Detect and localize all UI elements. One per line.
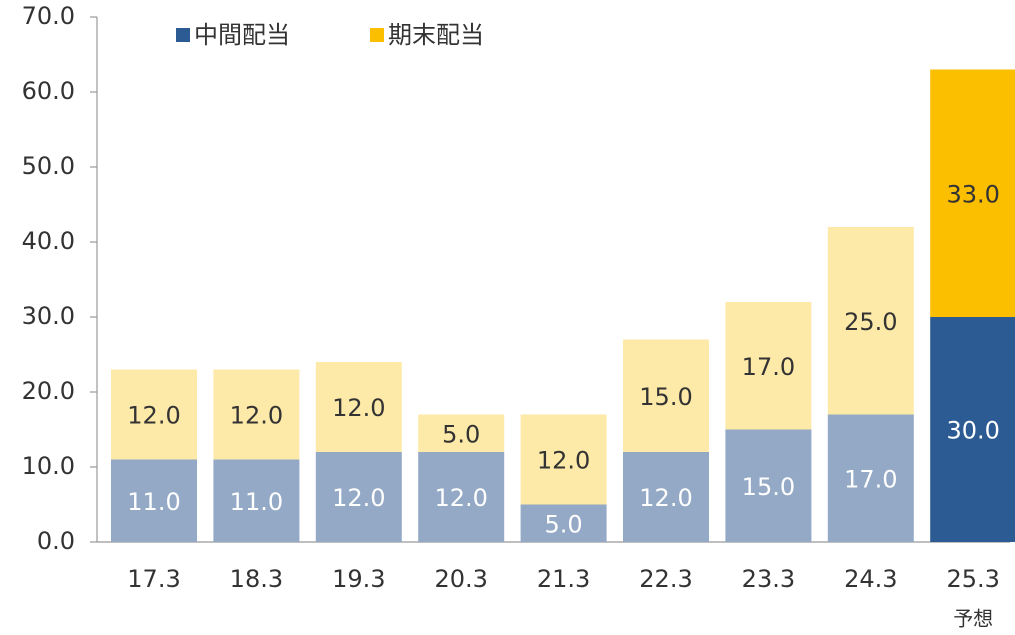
bar-segment xyxy=(930,69,1015,317)
value-label: 17.0 xyxy=(742,353,795,381)
value-label: 17.0 xyxy=(844,465,897,493)
bar-segment xyxy=(930,317,1015,542)
y-tick-label: 20.0 xyxy=(22,377,75,405)
value-label: 11.0 xyxy=(127,488,180,516)
y-tick-label: 60.0 xyxy=(22,77,75,105)
x-tick-label: 18.3 xyxy=(230,565,283,593)
bar-segment xyxy=(827,227,914,415)
value-label: 12.0 xyxy=(127,402,180,430)
value-label: 25.0 xyxy=(844,308,897,336)
legend-label: 中間配当 xyxy=(194,21,290,49)
y-tick-label: 30.0 xyxy=(22,302,75,330)
value-label: 5.0 xyxy=(545,510,583,538)
x-tick-label: 24.3 xyxy=(844,565,897,593)
bar-segment xyxy=(111,369,197,460)
x-tick-label: 19.3 xyxy=(332,565,385,593)
x-tick-label: 17.3 xyxy=(127,565,180,593)
value-label: 5.0 xyxy=(442,420,480,448)
y-tick-label: 10.0 xyxy=(22,452,75,480)
bar-segment xyxy=(827,414,914,542)
bar-segment xyxy=(725,429,812,542)
bar-segment xyxy=(418,452,505,542)
value-label: 30.0 xyxy=(946,417,999,445)
x-tick-label: 21.3 xyxy=(537,565,590,593)
x-tick-label: 20.3 xyxy=(434,565,487,593)
y-tick-label: 40.0 xyxy=(22,227,75,255)
value-label: 12.0 xyxy=(537,447,590,475)
value-label: 12.0 xyxy=(230,402,283,430)
value-label: 12.0 xyxy=(332,394,385,422)
value-label: 11.0 xyxy=(230,488,283,516)
y-tick-label: 70.0 xyxy=(22,2,75,30)
value-label: 15.0 xyxy=(639,383,692,411)
bar-segment xyxy=(213,369,300,460)
x-tick-label: 23.3 xyxy=(742,565,795,593)
x-tick-label: 22.3 xyxy=(639,565,692,593)
legend-swatch xyxy=(176,28,190,42)
value-label: 15.0 xyxy=(742,473,795,501)
bar-segment xyxy=(520,414,607,505)
legend-label: 期末配当 xyxy=(388,21,484,49)
legend-swatch xyxy=(370,28,384,42)
y-tick-label: 0.0 xyxy=(37,527,75,555)
bar-segment xyxy=(213,459,300,542)
category-note: 予想 xyxy=(953,607,993,631)
bar-segment xyxy=(623,339,709,452)
y-tick-label: 50.0 xyxy=(22,152,75,180)
bar-segment xyxy=(315,362,402,452)
bar-segment xyxy=(623,452,709,542)
bar-segment xyxy=(111,459,197,542)
x-tick-label: 25.3 xyxy=(946,565,999,593)
value-label: 12.0 xyxy=(332,484,385,512)
bar-segment xyxy=(520,504,607,542)
value-label: 33.0 xyxy=(946,180,999,208)
bar-segment xyxy=(418,414,505,452)
bar-segment xyxy=(725,302,812,430)
value-label: 12.0 xyxy=(434,484,487,512)
bar-segment xyxy=(315,452,402,542)
value-label: 12.0 xyxy=(639,484,692,512)
